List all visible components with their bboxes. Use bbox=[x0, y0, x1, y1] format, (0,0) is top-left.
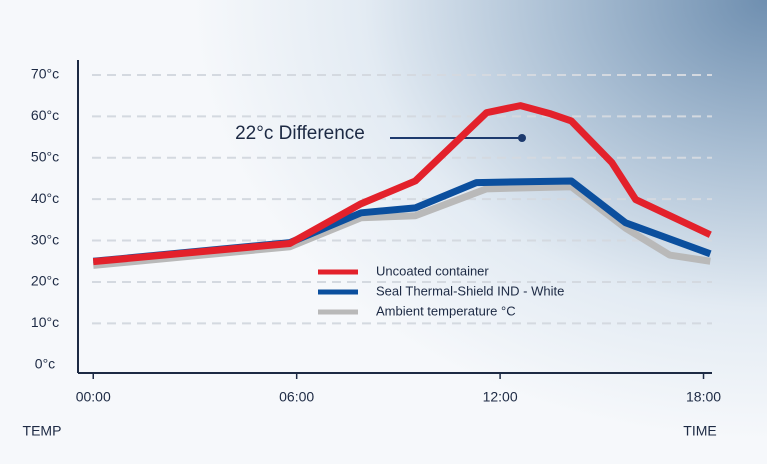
y-tick-label: 20°c bbox=[31, 273, 59, 289]
legend-label: Ambient temperature °C bbox=[376, 303, 516, 318]
y-tick-label: 30°c bbox=[31, 231, 59, 247]
y-tick-label: 0°c bbox=[35, 355, 55, 371]
x-axis-label: TIME bbox=[683, 423, 716, 439]
y-tick-label: 60°c bbox=[31, 107, 59, 123]
legend-label: Uncoated container bbox=[376, 263, 489, 278]
line bbox=[92, 177, 712, 265]
x-tick-label: 06:00 bbox=[279, 389, 314, 405]
y-tick-label: 70°c bbox=[31, 66, 59, 82]
y-tick-label: 10°c bbox=[31, 314, 59, 330]
y-axis-label: TEMP bbox=[23, 423, 62, 439]
legend-label: Seal Thermal-Shield IND - White bbox=[376, 283, 564, 298]
line bbox=[92, 102, 712, 266]
annotation-dot bbox=[518, 134, 526, 142]
x-tick-label: 00:00 bbox=[76, 389, 111, 405]
x-tick-label: 18:00 bbox=[686, 389, 721, 405]
x-tick-label: 12:00 bbox=[483, 389, 518, 405]
line bbox=[92, 183, 711, 269]
annotation: 22°c Difference bbox=[235, 123, 365, 144]
y-tick-label: 40°c bbox=[31, 190, 59, 206]
y-tick-label: 50°c bbox=[31, 148, 59, 164]
